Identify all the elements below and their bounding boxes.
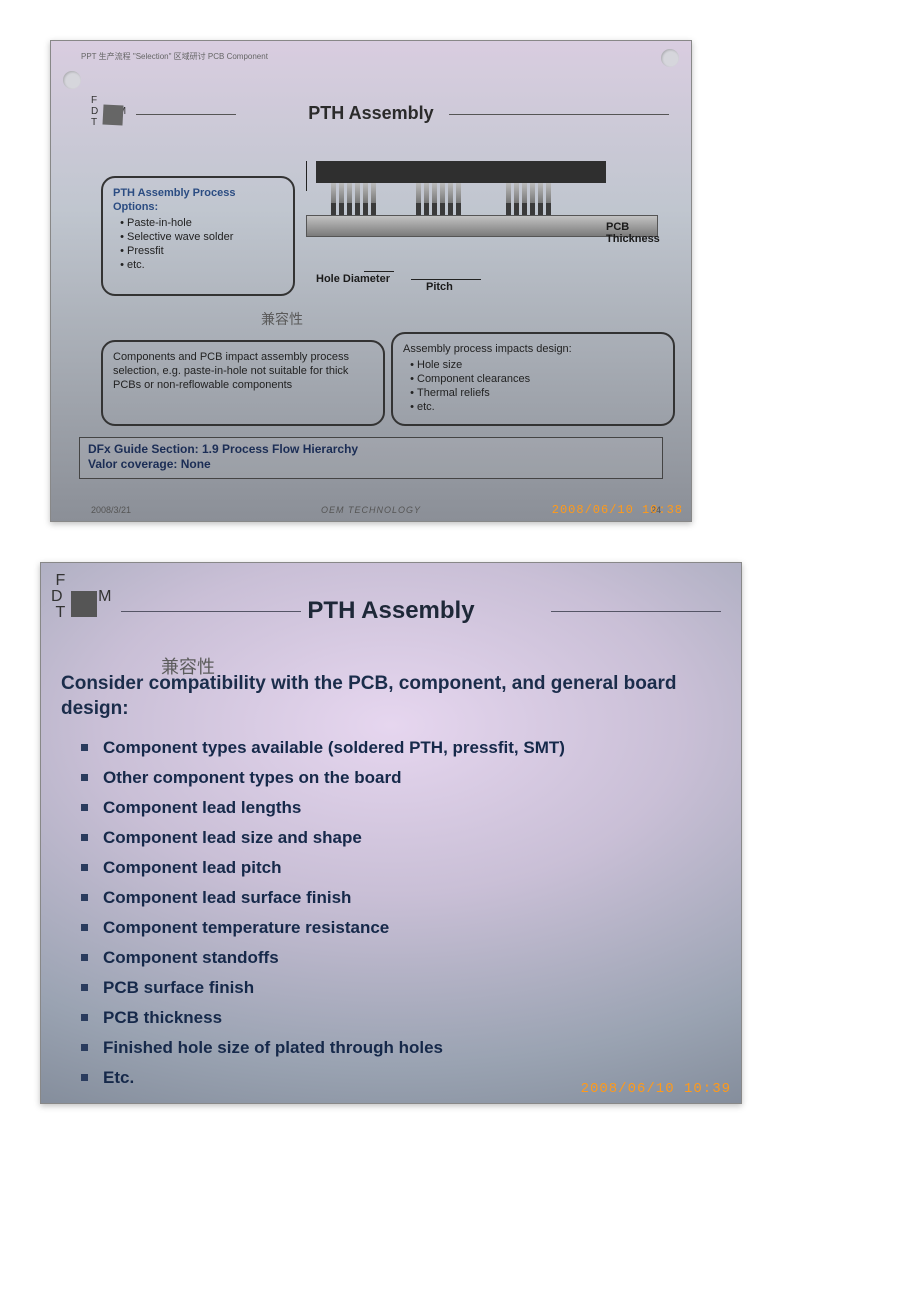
label-pitch: Pitch <box>426 281 453 293</box>
component-body-shape <box>316 161 606 183</box>
compatibility-bullet-list: Component types available (soldered PTH,… <box>81 733 721 1093</box>
camera-timestamp: 2008/06/10 10:38 <box>552 503 683 517</box>
slide-pth-diagram: PPT 生产流程 "Selection" 区域研讨 PCB Component … <box>50 40 692 522</box>
window-header-text: PPT 生产流程 "Selection" 区域研讨 PCB Component <box>81 51 268 62</box>
valor-coverage: Valor coverage: None <box>88 457 654 472</box>
list-item: Component lead size and shape <box>81 823 721 853</box>
list-item: etc. <box>417 400 663 414</box>
list-item: Component types available (soldered PTH,… <box>81 733 721 763</box>
box-heading: PTH Assembly Process Options: <box>113 186 283 214</box>
box-process-options: PTH Assembly Process Options: Paste-in-h… <box>101 176 295 296</box>
box-heading: Assembly process impacts design: <box>403 342 663 356</box>
list-item: etc. <box>127 258 283 272</box>
guide-section: DFx Guide Section: 1.9 Process Flow Hier… <box>88 442 654 457</box>
box-components-impact: Components and PCB impact assembly proce… <box>101 340 385 426</box>
list-item: Hole size <box>417 358 663 372</box>
footer-org: OEM TECHNOLOGY <box>321 505 421 515</box>
dimension-arrow <box>306 161 308 191</box>
label-hole-diameter: Hole Diameter <box>316 273 390 285</box>
list-item: Component lead surface finish <box>81 883 721 913</box>
dfx-guide-footer: DFx Guide Section: 1.9 Process Flow Hier… <box>79 437 663 479</box>
box-process-impacts-design: Assembly process impacts design: Hole si… <box>391 332 675 426</box>
list-item: Thermal reliefs <box>417 386 663 400</box>
list-item: Selective wave solder <box>127 230 283 244</box>
list-item: Component clearances <box>417 372 663 386</box>
list-item: Component lead pitch <box>81 853 721 883</box>
dimension-arrow <box>411 279 481 280</box>
list-item: Component temperature resistance <box>81 913 721 943</box>
title-rule <box>551 611 721 612</box>
footer-date: 2008/3/21 <box>91 505 131 515</box>
list-item: Paste-in-hole <box>127 216 283 230</box>
dimension-arrow <box>364 271 394 272</box>
lead-in-text: Consider compatibility with the PCB, com… <box>61 671 721 721</box>
impacts-list: Hole size Component clearances Thermal r… <box>417 358 663 414</box>
handwritten-annotation: 兼容性 <box>261 309 303 329</box>
list-item: Component standoffs <box>81 943 721 973</box>
options-list: Paste-in-hole Selective wave solder Pres… <box>127 216 283 272</box>
list-item: PCB thickness <box>81 1003 721 1033</box>
pth-cross-section-diagram: Hole Diameter Pitch PCB Thickness <box>306 161 656 311</box>
box-text: Components and PCB impact assembly proce… <box>113 351 349 391</box>
slide-pth-compatibility: F D M T PTH Assembly 兼容性 Consider compat… <box>40 562 742 1104</box>
list-item: Pressfit <box>127 244 283 258</box>
corner-decoration <box>63 71 81 89</box>
camera-timestamp: 2008/06/10 10:39 <box>581 1081 731 1097</box>
list-item: Component lead lengths <box>81 793 721 823</box>
slide-title: PTH Assembly <box>51 103 691 124</box>
dfm-letter: F <box>55 572 65 589</box>
corner-decoration <box>661 49 679 67</box>
list-item: Finished hole size of plated through hol… <box>81 1033 721 1063</box>
list-item: Other component types on the board <box>81 763 721 793</box>
list-item: PCB surface finish <box>81 973 721 1003</box>
label-pcb-thickness: PCB Thickness <box>606 221 660 245</box>
